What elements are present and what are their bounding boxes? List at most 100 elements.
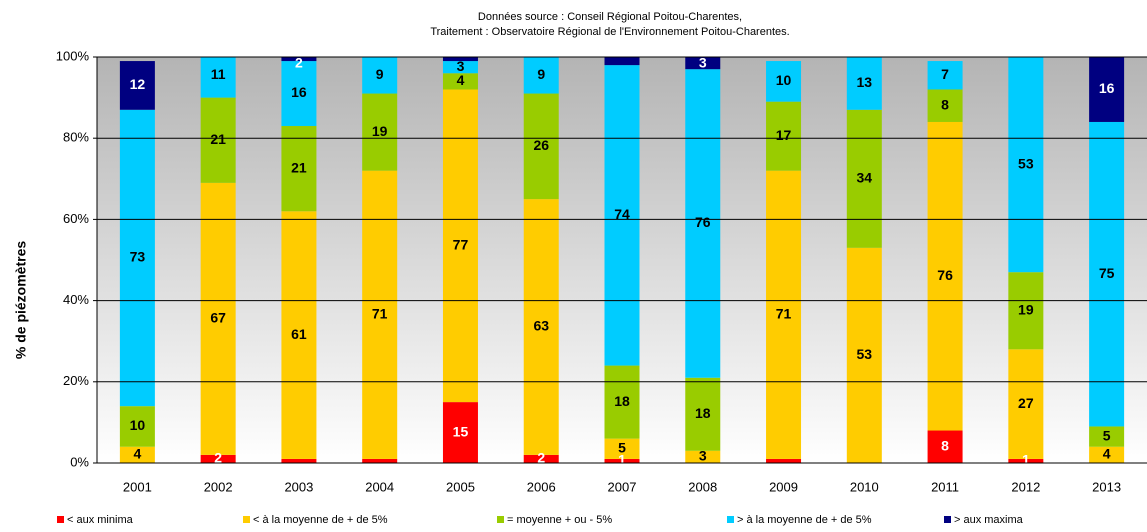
x-tick-label: 2012 xyxy=(1011,479,1040,494)
bar-segment xyxy=(523,454,559,463)
bar-segment xyxy=(281,458,317,463)
x-tick-label: 2004 xyxy=(365,479,394,494)
x-tick-label: 2011 xyxy=(931,479,959,494)
data-label: 15 xyxy=(453,423,469,439)
bar-segment xyxy=(200,57,236,98)
bar-segment xyxy=(362,57,398,94)
bar-segment xyxy=(927,89,963,122)
bar-segment xyxy=(685,377,721,451)
bar-segment xyxy=(200,454,236,463)
bar-segment xyxy=(766,170,802,459)
data-label: 16 xyxy=(291,84,307,100)
y-tick-label: 20% xyxy=(63,373,89,388)
data-label: 10 xyxy=(130,417,146,433)
bar-segment xyxy=(927,121,963,431)
data-label: 3 xyxy=(699,55,707,71)
bar-segment xyxy=(766,458,802,463)
data-label: 4 xyxy=(1103,446,1111,462)
data-label: 8 xyxy=(941,437,949,453)
legend-label: > aux maxima xyxy=(954,514,1024,526)
y-tick-label: 80% xyxy=(63,130,89,145)
bar-segment xyxy=(604,365,640,439)
data-label: 75 xyxy=(1099,265,1115,281)
data-label: 34 xyxy=(857,170,873,186)
bar-segment xyxy=(1008,458,1044,463)
data-label: 71 xyxy=(776,306,792,322)
bar-segment xyxy=(119,61,155,110)
legend-label: < à la moyenne de + de 5% xyxy=(253,514,388,526)
bar-segment xyxy=(362,458,398,463)
bar-segment xyxy=(927,430,963,463)
bar-segment xyxy=(281,61,317,127)
bar-segment xyxy=(442,402,478,463)
data-label: 76 xyxy=(695,214,711,230)
bar-segment xyxy=(523,199,559,455)
y-axis-label: % de piézomètres xyxy=(13,241,29,359)
data-label: 9 xyxy=(537,66,545,82)
bar-segment xyxy=(281,126,317,212)
data-label: 16 xyxy=(1099,80,1115,96)
data-label: 53 xyxy=(857,346,873,362)
bar-segment xyxy=(442,73,478,90)
data-label: 27 xyxy=(1018,395,1034,411)
x-tick-label: 2010 xyxy=(850,479,879,494)
bar-segment xyxy=(846,247,882,463)
bar-segment xyxy=(927,61,963,90)
data-label: 5 xyxy=(618,439,626,455)
bar-segment xyxy=(442,61,478,74)
bar-segment xyxy=(119,446,155,463)
x-tick-label: 2005 xyxy=(446,479,475,494)
data-label: 8 xyxy=(941,96,949,112)
bar-segment xyxy=(604,65,640,366)
bar-segment xyxy=(1089,426,1125,447)
bar-segment xyxy=(846,57,882,110)
legend-label: = moyenne + ou - 5% xyxy=(507,514,612,526)
bar-segment xyxy=(766,101,802,171)
data-label: 18 xyxy=(614,393,630,409)
data-label: 77 xyxy=(453,236,469,252)
x-tick-label: 2003 xyxy=(284,479,313,494)
bar-segment xyxy=(523,93,559,200)
bar-segment xyxy=(442,57,478,62)
bar-segment xyxy=(604,438,640,459)
bar-segment xyxy=(281,57,317,62)
data-label: 53 xyxy=(1018,155,1034,171)
bar-segment xyxy=(685,450,721,463)
data-label: 61 xyxy=(291,326,307,342)
data-label: 67 xyxy=(210,310,226,326)
bar-segment xyxy=(119,406,155,447)
bar-segment xyxy=(523,57,559,94)
x-tick-label: 2008 xyxy=(688,479,717,494)
bars xyxy=(119,57,1125,463)
bar-segment xyxy=(604,57,640,66)
data-label: 3 xyxy=(699,448,707,464)
x-tick-label: 2001 xyxy=(123,479,152,494)
x-tick-label: 2002 xyxy=(204,479,233,494)
data-label: 63 xyxy=(533,318,549,334)
data-label: 21 xyxy=(210,131,226,147)
data-label: 4 xyxy=(133,446,141,462)
data-label: 12 xyxy=(130,76,146,92)
legend-label: < aux minima xyxy=(67,514,134,526)
bar-segment xyxy=(846,109,882,248)
data-label: 18 xyxy=(695,405,711,421)
data-label: 74 xyxy=(614,206,630,222)
data-label: 17 xyxy=(776,127,792,143)
data-label: 11 xyxy=(211,66,226,82)
data-label: 26 xyxy=(533,137,549,153)
bar-segment xyxy=(1008,349,1044,459)
bar-segment xyxy=(442,89,478,403)
y-tick-label: 40% xyxy=(63,292,89,307)
legend-swatch xyxy=(243,516,250,523)
data-label: 73 xyxy=(130,249,146,265)
data-label: 71 xyxy=(372,306,388,322)
bar-segment xyxy=(685,57,721,70)
legend-label: > à la moyenne de + de 5% xyxy=(737,514,872,526)
data-label: 21 xyxy=(291,159,307,175)
data-label: 3 xyxy=(457,58,465,74)
data-label: 19 xyxy=(372,123,388,139)
bar-segment xyxy=(119,109,155,407)
bar-segment xyxy=(1089,57,1125,122)
data-label: 1 xyxy=(618,452,626,468)
